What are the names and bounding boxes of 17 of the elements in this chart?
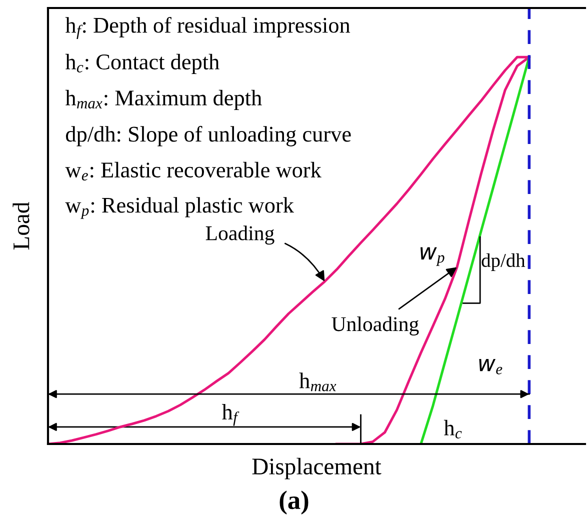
annotation: w$_{e}$: Elastic recoverable work (65, 162, 322, 181)
annotation: Loading (206, 226, 274, 245)
annotation: h$_{max}$: Maximum depth (65, 90, 262, 110)
annotation: h$_{f}$ (222, 404, 240, 426)
annotation: dp/dh: Slope of unloading curve (66, 126, 351, 146)
annotation: w$_{e}$ (479, 358, 502, 374)
annotation: w$_{p}$: Residual plastic work (65, 197, 294, 219)
ref-line-label: h$_{max}$ (299, 372, 336, 392)
annotation: h$_{c}$: Contact depth (65, 54, 220, 74)
annotation: dp/dh (482, 253, 526, 271)
annotation: Unloading (332, 316, 419, 336)
x-axis-title: Displacement (252, 458, 382, 480)
annotation: h$_{c}$ (444, 420, 462, 438)
text: h$_{f}$: Depth of residual impression (65, 16, 350, 39)
annotation: w$_{p}$ (420, 247, 444, 266)
y-axis-title: Load (12, 202, 30, 250)
text: (a) (280, 490, 308, 514)
